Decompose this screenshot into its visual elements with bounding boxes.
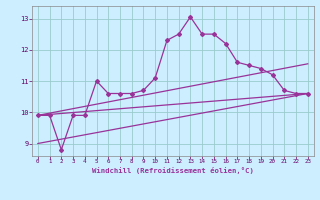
X-axis label: Windchill (Refroidissement éolien,°C): Windchill (Refroidissement éolien,°C): [92, 167, 254, 174]
